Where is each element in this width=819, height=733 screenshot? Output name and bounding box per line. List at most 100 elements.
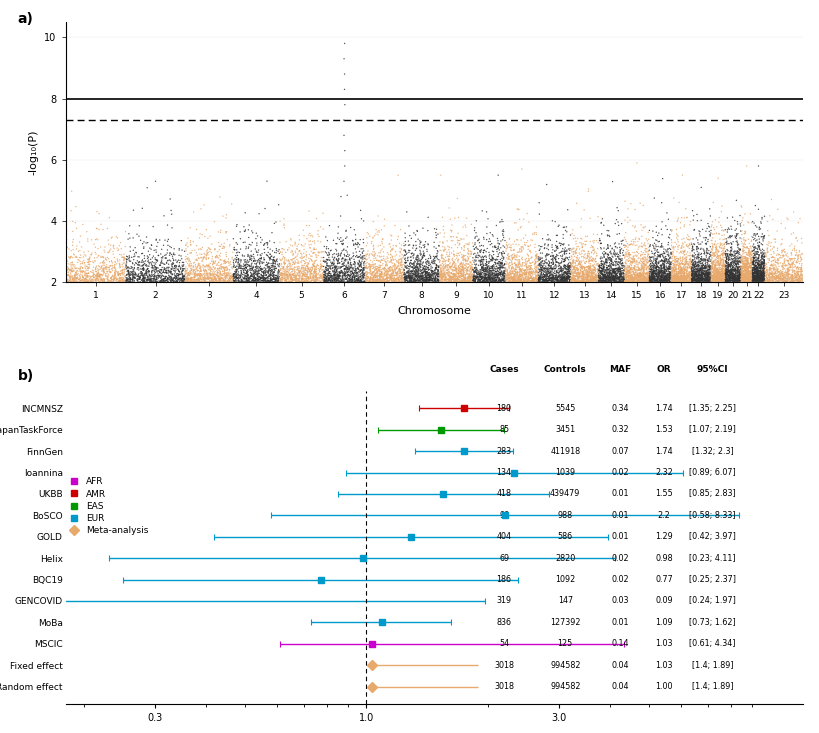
Point: [361, 272, 374, 284]
Point: [562, 264, 575, 276]
Point: [648, 270, 661, 281]
Point: [388, 275, 401, 287]
Point: [755, 271, 768, 283]
Point: [384, 245, 397, 257]
Point: [356, 272, 369, 284]
Point: [563, 260, 577, 272]
Point: [405, 272, 419, 284]
Point: [89, 273, 102, 285]
Point: [705, 272, 718, 284]
Point: [639, 276, 652, 287]
Point: [301, 266, 314, 278]
Point: [466, 264, 479, 276]
Point: [371, 270, 384, 282]
Point: [716, 264, 729, 276]
Point: [60, 243, 73, 254]
Point: [236, 275, 249, 287]
Point: [725, 259, 738, 270]
Point: [113, 254, 126, 266]
Point: [332, 248, 345, 259]
Point: [727, 271, 740, 283]
Point: [369, 268, 382, 280]
Point: [684, 250, 697, 262]
Point: [514, 243, 527, 255]
Point: [90, 273, 103, 284]
Point: [423, 273, 436, 285]
Point: [718, 265, 731, 276]
Point: [586, 252, 599, 264]
Point: [495, 248, 509, 259]
Point: [731, 255, 744, 267]
Point: [687, 272, 700, 284]
Point: [68, 262, 81, 274]
Point: [689, 275, 702, 287]
Point: [742, 273, 755, 284]
Point: [740, 160, 753, 172]
Point: [558, 273, 571, 284]
Point: [308, 247, 321, 259]
Point: [315, 264, 328, 276]
Point: [373, 270, 387, 281]
Point: [754, 267, 767, 279]
Point: [503, 232, 516, 244]
Point: [766, 273, 779, 284]
Point: [595, 262, 609, 274]
Point: [734, 232, 747, 244]
Point: [580, 275, 593, 287]
Point: [170, 255, 183, 267]
Point: [225, 275, 238, 287]
Point: [283, 259, 296, 270]
Point: [280, 266, 293, 278]
Point: [609, 268, 622, 280]
Point: [664, 272, 677, 284]
Point: [719, 276, 732, 287]
Point: [309, 272, 322, 284]
Point: [572, 271, 585, 283]
Point: [654, 266, 667, 278]
Point: [170, 271, 183, 283]
Point: [751, 273, 764, 284]
Point: [158, 249, 171, 261]
Point: [645, 272, 658, 284]
Point: [574, 276, 587, 288]
Point: [690, 251, 703, 263]
Point: [708, 255, 722, 267]
Point: [468, 266, 481, 278]
Point: [283, 257, 296, 269]
Point: [785, 228, 798, 240]
Point: [597, 276, 610, 288]
Point: [746, 269, 759, 281]
Point: [428, 275, 441, 287]
Point: [165, 273, 179, 284]
Point: [598, 246, 611, 257]
Point: [523, 273, 536, 284]
Point: [482, 260, 495, 272]
Point: [647, 242, 660, 254]
Point: [676, 276, 689, 287]
Point: [586, 266, 600, 278]
Point: [97, 265, 111, 277]
Point: [586, 245, 600, 257]
Point: [505, 245, 518, 257]
Point: [532, 276, 545, 288]
Point: [500, 276, 513, 287]
Point: [411, 263, 424, 275]
Point: [614, 268, 627, 279]
Point: [333, 262, 346, 274]
Point: [698, 274, 711, 286]
Point: [542, 259, 555, 271]
Point: [673, 268, 686, 280]
Point: [205, 247, 218, 259]
Point: [281, 265, 294, 277]
Point: [756, 276, 769, 287]
Point: [274, 273, 287, 285]
Point: [457, 269, 470, 281]
Point: [585, 274, 598, 286]
Point: [483, 265, 496, 277]
Point: [766, 251, 779, 263]
Point: [662, 239, 675, 251]
Point: [763, 262, 776, 273]
Point: [399, 257, 412, 269]
Point: [721, 270, 734, 282]
Point: [319, 273, 333, 284]
